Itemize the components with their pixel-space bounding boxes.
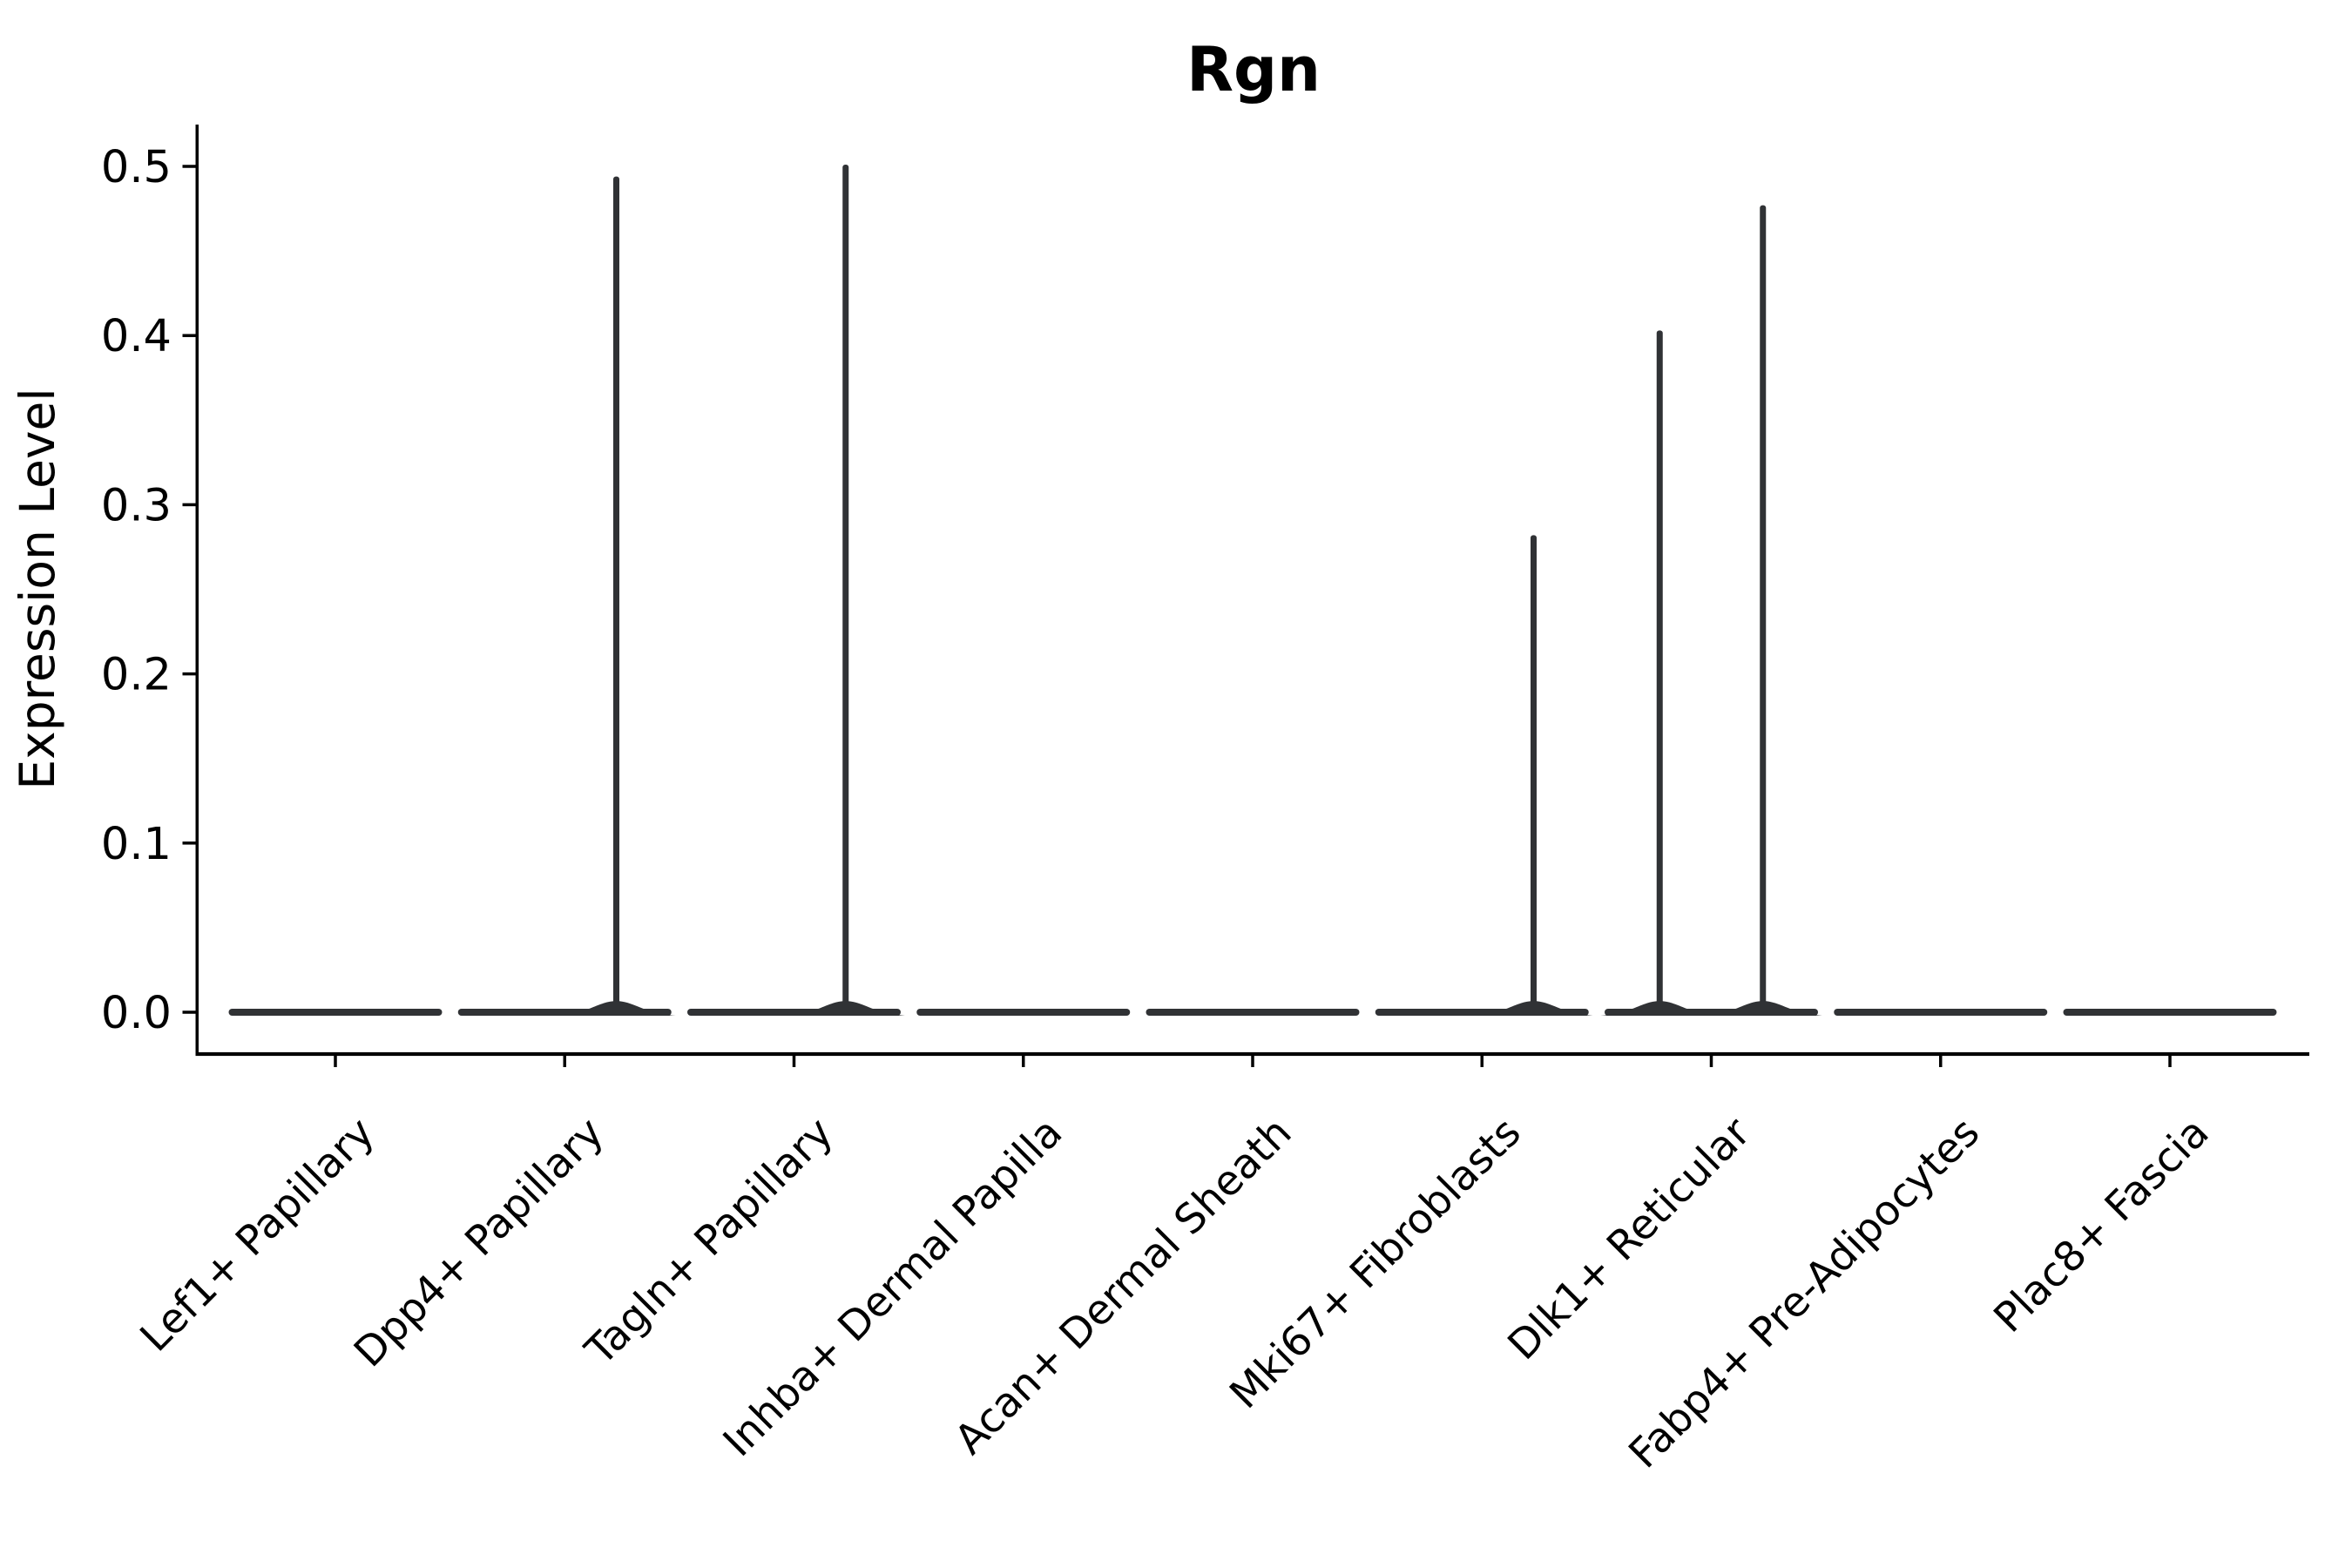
y-tick-mark xyxy=(182,503,196,507)
violin xyxy=(2063,1009,2277,1016)
y-tick-label: 0.0 xyxy=(101,988,172,1039)
violin-density-spike xyxy=(1656,330,1663,1012)
violin-body xyxy=(916,1009,1131,1016)
y-tick-label: 0.4 xyxy=(101,311,172,362)
violin-body xyxy=(1146,1009,1360,1016)
y-tick-mark xyxy=(182,672,196,676)
x-tick-mark xyxy=(1480,1054,1484,1067)
y-tick-label: 0.2 xyxy=(101,650,172,701)
violin xyxy=(1600,205,1822,1016)
violin-body xyxy=(228,1009,443,1016)
violin-density-spike xyxy=(1760,205,1767,1012)
y-tick-mark xyxy=(182,841,196,845)
y-tick-label: 0.5 xyxy=(101,142,172,193)
violins-layer xyxy=(228,165,2277,1016)
violin-density-spike xyxy=(613,176,619,1013)
violin xyxy=(1375,535,1593,1016)
violin xyxy=(457,176,676,1016)
x-tick-mark xyxy=(2168,1054,2172,1067)
x-tick-mark xyxy=(563,1054,566,1067)
violin-density-spike xyxy=(842,165,849,1013)
y-tick-mark xyxy=(182,1010,196,1014)
violin xyxy=(1834,1009,2048,1016)
violin xyxy=(687,165,905,1016)
y-tick-label: 0.1 xyxy=(101,819,172,870)
violin xyxy=(916,1009,1131,1016)
violin xyxy=(228,1009,443,1016)
axes-layer xyxy=(182,125,2309,1067)
violin-density-spike xyxy=(1531,535,1537,1012)
violin-body xyxy=(1834,1009,2048,1016)
y-axis-label: Expression Level xyxy=(10,388,65,789)
x-tick-mark xyxy=(1939,1054,1943,1067)
x-tick-mark xyxy=(792,1054,796,1067)
y-tick-mark xyxy=(182,334,196,337)
violin xyxy=(1146,1009,1360,1016)
y-tick-label: 0.3 xyxy=(101,480,172,531)
x-tick-mark xyxy=(1709,1054,1713,1067)
x-tick-mark xyxy=(334,1054,337,1067)
x-tick-mark xyxy=(1251,1054,1254,1067)
violin-body xyxy=(2063,1009,2277,1016)
x-tick-mark xyxy=(1022,1054,1025,1067)
y-axis-spine xyxy=(195,125,199,1054)
y-tick-mark xyxy=(182,165,196,168)
plot-title: Rgn xyxy=(1186,34,1321,105)
